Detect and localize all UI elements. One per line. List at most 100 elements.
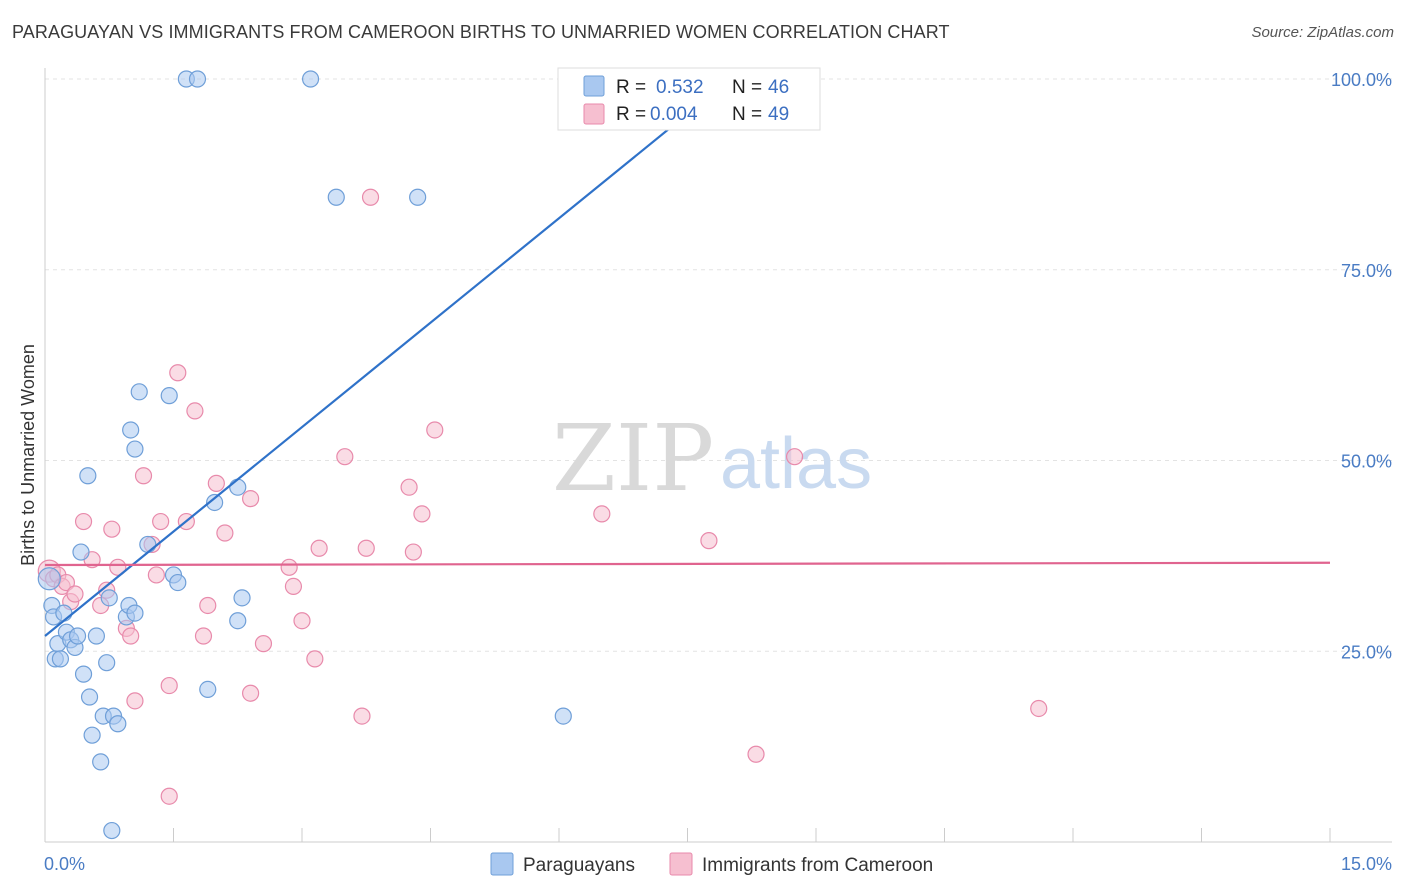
watermark-zip: ZIP: [552, 405, 714, 512]
cameroon-point: [357, 539, 375, 557]
cameroon-point: [103, 520, 121, 538]
chart-title: PARAGUAYAN VS IMMIGRANTS FROM CAMEROON B…: [12, 22, 950, 42]
legend-r-label-1: R =: [616, 77, 646, 98]
cameroon-point: [242, 684, 260, 702]
y-tick-label-0: 25.0%: [1341, 642, 1392, 662]
y-tick-label-3: 100.0%: [1331, 70, 1392, 90]
legend-swatch-pink: [583, 103, 605, 125]
cameroon-point: [280, 558, 298, 576]
paraguayan-point: [103, 821, 121, 840]
cameroon-point: [122, 627, 140, 645]
cameroon-point: [147, 566, 165, 584]
legend-r-value-2: 0.004: [650, 104, 698, 125]
bottom-legend: Paraguayans Immigrants from Cameroon: [490, 852, 933, 876]
cameroon-point: [593, 505, 611, 523]
paraguayan-point: [100, 589, 118, 607]
y-axis-title: Births to Unmarried Women: [18, 344, 38, 566]
trend-line-cameroon: [44, 561, 1331, 567]
bottom-legend-swatch-cameroon: [669, 852, 693, 876]
paraguayan-point: [68, 627, 87, 645]
cameroon-point: [199, 596, 217, 615]
cameroon-point: [74, 512, 93, 531]
cameroon-point: [426, 421, 444, 439]
cameroon-point: [361, 188, 380, 206]
cameroon-point: [336, 448, 354, 466]
paraguayan-point: [55, 604, 73, 622]
cameroon-point: [353, 707, 371, 725]
legend-n-value-1: 46: [768, 77, 789, 98]
cameroon-point: [700, 532, 718, 550]
cameroon-point: [242, 490, 260, 508]
legend-swatch-blue: [583, 75, 605, 97]
cameroon-point: [207, 474, 225, 492]
x-tick-label-0: 0.0%: [44, 854, 85, 874]
paraguayan-point: [327, 188, 345, 206]
cameroon-point: [134, 467, 153, 485]
trend-line-paraguayans: [44, 78, 732, 637]
cameroon-point: [1030, 699, 1048, 718]
paraguayan-point: [229, 612, 247, 630]
paraguayan-point: [87, 627, 106, 645]
bottom-legend-label-paraguayans: Paraguayans: [523, 855, 635, 876]
paraguayan-point: [188, 70, 207, 88]
paraguayan-point: [51, 650, 70, 668]
cameroon-point: [109, 558, 127, 576]
watermark: ZIP atlas: [552, 405, 872, 512]
paraguayan-point: [554, 707, 572, 725]
cameroon-point: [400, 478, 418, 496]
source-label: Source: ZipAtlas.com: [1251, 24, 1394, 41]
paraguayan-point: [74, 665, 93, 683]
cameroon-point: [747, 745, 765, 763]
bottom-legend-swatch-paraguayans: [490, 852, 514, 876]
paraguayan-point: [139, 535, 157, 554]
paraguayan-point: [206, 493, 224, 512]
paraguayan-point: [126, 440, 144, 458]
trend-lines: [44, 78, 1331, 637]
paraguayan-point: [160, 387, 178, 405]
tick-labels: 25.0% 50.0% 75.0% 100.0% 0.0% 15.0%: [44, 70, 1392, 874]
paraguayan-point: [229, 478, 247, 496]
axes: [44, 68, 1392, 843]
cameroon-point: [284, 577, 303, 595]
paraguayan-point: [301, 70, 320, 88]
top-legend: R = 0.532 N = 46 R = 0.004 N = 49: [557, 67, 821, 131]
cameroon-point: [413, 505, 431, 523]
cameroon-point: [186, 402, 204, 420]
paraguayan-point: [409, 188, 427, 206]
legend-n-value-2: 49: [768, 104, 789, 125]
legend-r-label-2: R =: [616, 104, 646, 125]
grid-lines: [45, 78, 1392, 652]
paraguayan-point: [83, 726, 101, 744]
legend-n-label-2: N =: [732, 104, 762, 125]
cameroon-point: [293, 612, 311, 630]
bottom-legend-label-cameroon: Immigrants from Cameroon: [702, 855, 933, 876]
paraguayan-point: [98, 654, 116, 672]
series-immigrants-from-cameroon: [37, 188, 1048, 805]
cameroon-point: [310, 539, 328, 557]
x-tick-label-1: 15.0%: [1341, 854, 1392, 874]
legend-n-label-1: N =: [732, 77, 762, 98]
cameroon-point: [169, 364, 187, 382]
cameroon-point: [126, 692, 144, 710]
y-tick-label-1: 50.0%: [1341, 452, 1392, 472]
cameroon-point: [152, 512, 170, 531]
paraguayan-point: [92, 753, 110, 771]
paraguayan-point: [72, 543, 90, 561]
paraguayan-point: [130, 383, 148, 401]
cameroon-point: [306, 650, 324, 668]
legend-r-value-1: 0.532: [656, 77, 704, 98]
paraguayan-point: [199, 680, 217, 699]
paraguayan-point: [80, 688, 99, 706]
cameroon-point: [194, 627, 213, 645]
cameroon-point: [216, 524, 234, 542]
paraguayan-point: [37, 567, 61, 591]
cameroon-point: [785, 448, 804, 466]
paraguayan-point: [233, 589, 251, 607]
cameroon-point: [254, 635, 273, 653]
cameroon-point: [160, 676, 178, 695]
paraguayan-point: [126, 604, 144, 622]
cameroon-point: [160, 787, 178, 805]
paraguayan-point: [109, 715, 127, 733]
cameroon-point: [404, 543, 422, 561]
